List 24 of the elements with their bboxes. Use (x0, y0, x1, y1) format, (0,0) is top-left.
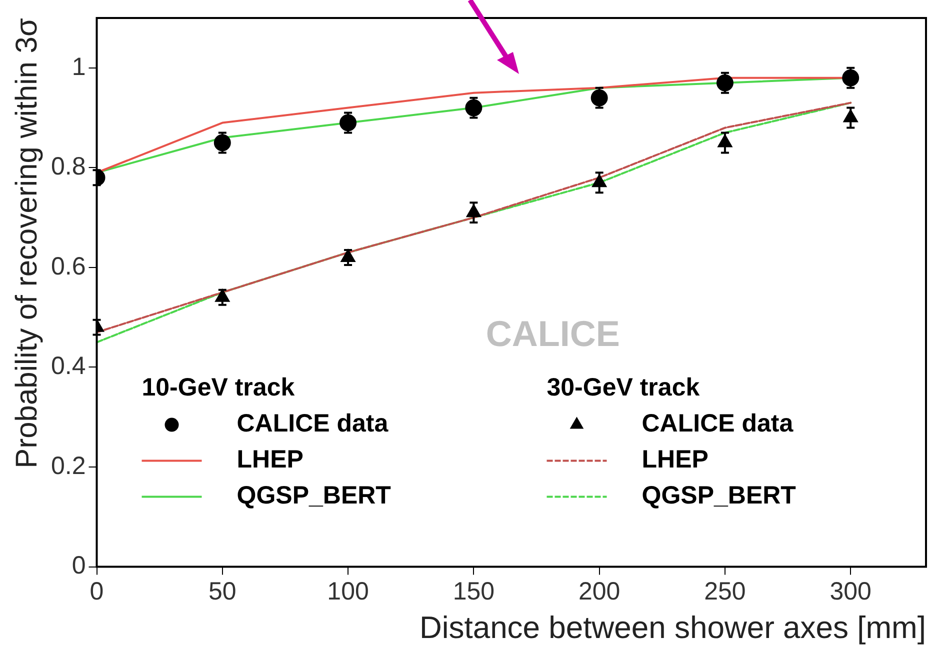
x-tick-label: 50 (208, 578, 236, 606)
y-tick-label: 0.2 (50, 452, 86, 480)
x-tick-label: 300 (830, 578, 872, 606)
legend-label: LHEP (642, 446, 708, 474)
annotation: CALICE (486, 313, 620, 354)
legend-label: CALICE data (236, 410, 390, 438)
legend-label: QGSP_BERT (642, 482, 796, 510)
y-tick-label: 0 (72, 552, 86, 580)
y-tick-label: 1 (72, 52, 86, 81)
annotation: 30-GeV track (546, 374, 700, 402)
y-tick-label: 0.4 (50, 352, 86, 380)
y-tick-label: 0.8 (50, 152, 86, 181)
y-axis-title: Probability of recovering within 3σ (10, 18, 44, 468)
legend-label: LHEP (236, 446, 304, 474)
legend-label: QGSP_BERT (236, 482, 391, 510)
x-tick-label: 100 (327, 578, 369, 606)
x-tick-label: 250 (704, 578, 746, 606)
x-tick-label: 0 (90, 578, 104, 606)
x-tick-label: 200 (578, 578, 620, 606)
annotation: 10-GeV track (142, 374, 295, 402)
y-tick-label: 0.6 (50, 252, 86, 280)
x-axis-title: Distance between shower axes [mm] (419, 610, 926, 645)
x-tick-label: 150 (452, 578, 495, 606)
legend-label: CALICE data (642, 410, 794, 438)
